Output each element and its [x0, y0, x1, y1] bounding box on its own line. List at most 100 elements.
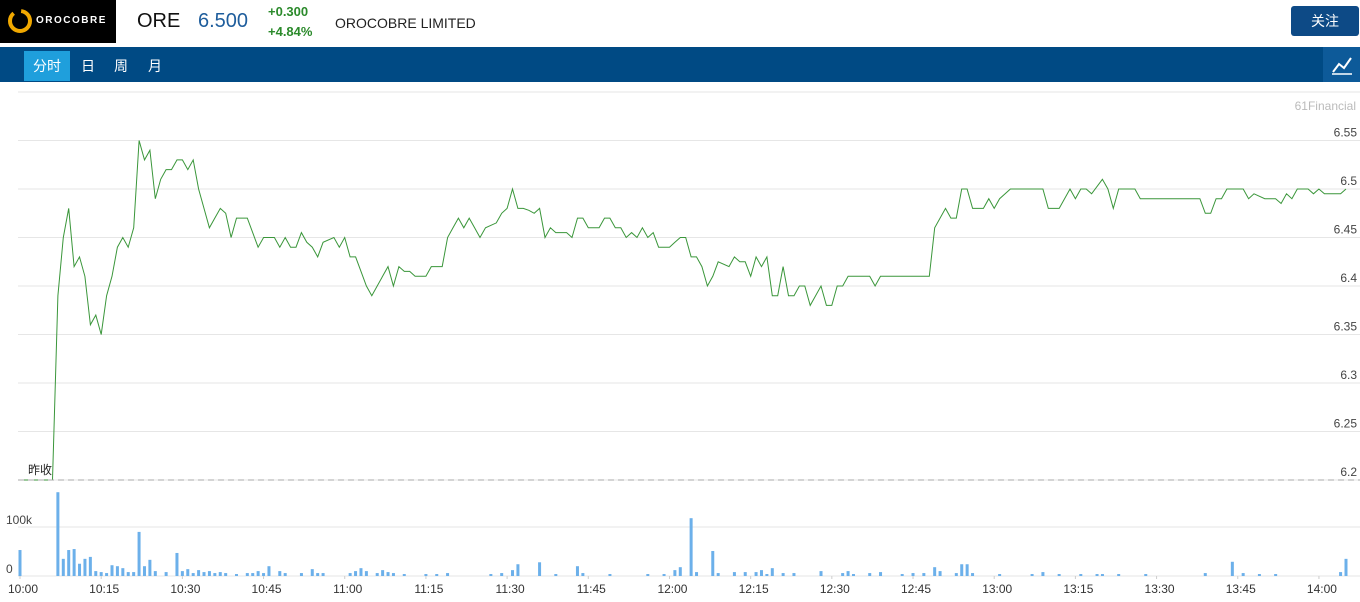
volume-bar — [716, 573, 720, 576]
chart: 61Financial 6.2 6.25 6.3 6.35 6.4 6.45 6.5 6.55… — [6, 91, 1360, 596]
volume-bar — [770, 568, 774, 576]
volume-bar — [489, 574, 493, 576]
volume-bar — [148, 559, 152, 576]
y-tick-label: 6.25 — [1334, 417, 1358, 431]
tab-bar: 分时日 周 月 — [0, 47, 1360, 82]
x-tick-label: 12:15 — [739, 582, 769, 596]
volume-bar — [954, 573, 958, 576]
volume-bar — [88, 556, 92, 576]
volume-bar — [321, 573, 325, 576]
volume-bar — [446, 573, 450, 576]
volume-bar — [846, 571, 850, 576]
x-tick-label: 12:00 — [657, 582, 687, 596]
x-tick-label: 14:00 — [1307, 582, 1337, 596]
volume-bar — [1095, 574, 1099, 576]
y-tick-label: 6.45 — [1334, 223, 1358, 237]
volume-bar — [922, 573, 926, 576]
volume-bar — [646, 574, 650, 576]
volume-bar — [72, 549, 76, 576]
volume-bar — [960, 564, 964, 576]
y-tick-label: 6.3 — [1340, 368, 1357, 382]
volume-bar — [67, 550, 71, 576]
follow-button[interactable]: 关注 — [1291, 6, 1359, 36]
volume-bar — [1117, 574, 1121, 576]
volume-bar — [1057, 574, 1061, 576]
x-tick-label: 11:15 — [414, 582, 443, 596]
volume-bar — [938, 571, 942, 576]
chart-body: 61Financial 6.2 6.25 6.3 6.35 6.4 6.45 6.5 6.55… — [6, 91, 1360, 596]
volume-bar — [851, 574, 855, 576]
x-tick-label: 11:00 — [333, 582, 362, 596]
volume-bar — [180, 571, 184, 576]
volume-bar — [662, 574, 666, 576]
volume-bar — [971, 573, 975, 576]
x-tick-label: 13:45 — [1226, 582, 1256, 596]
volume-bar — [581, 573, 585, 576]
tab[interactable]: 月 — [148, 58, 162, 74]
volume-bar — [402, 574, 406, 576]
tab[interactable]: 日 — [81, 58, 95, 74]
volume-bar — [781, 573, 785, 576]
icon-line — [1332, 57, 1352, 73]
volume-bar — [354, 571, 358, 576]
volume-bar — [137, 531, 141, 576]
volume-bar — [105, 573, 109, 576]
x-tick-label: 10:30 — [170, 582, 200, 596]
y-tick-label: 6.55 — [1334, 126, 1358, 140]
volume-bar — [153, 571, 157, 576]
volume-bar — [1344, 558, 1348, 576]
volume-bar — [1257, 574, 1261, 576]
volume-bar — [998, 574, 1002, 576]
volume-bar — [1274, 574, 1278, 576]
x-tick-label: 13:15 — [1063, 582, 1093, 596]
volume-bar — [386, 572, 390, 576]
volume-bar — [18, 550, 22, 576]
y-tick-label: 6.5 — [1340, 174, 1357, 188]
x-tick-label: 10:15 — [89, 582, 119, 596]
volume-bar — [299, 573, 303, 576]
x-tick-label: 11:30 — [496, 582, 525, 596]
volume-bar — [819, 571, 823, 576]
volume-bar — [99, 572, 103, 576]
volume-bar — [554, 574, 558, 576]
volume-bar — [1100, 574, 1104, 576]
volume-bar — [608, 574, 612, 576]
volume-bar — [110, 565, 114, 576]
price-change: +0.300 — [268, 4, 309, 19]
volume-bar — [911, 573, 915, 576]
volume-bar — [164, 572, 168, 576]
volume-bar — [711, 551, 715, 576]
volume-bar — [94, 571, 98, 576]
ticker: ORE — [137, 10, 181, 32]
volume-bar — [511, 570, 515, 576]
tab[interactable]: 周 — [114, 58, 128, 74]
chart-icon — [1332, 57, 1352, 75]
tab[interactable]: 分时 — [24, 51, 70, 81]
volume-bar — [673, 570, 677, 576]
chart-icon-button[interactable] — [1323, 47, 1360, 82]
price-line — [20, 140, 1347, 481]
volume-bar — [56, 492, 60, 576]
volume-bar — [1030, 574, 1034, 576]
volume-bar — [234, 574, 238, 576]
x-tick-label: 13:30 — [1145, 582, 1175, 596]
volume-bar — [1144, 574, 1148, 576]
volume-bar — [224, 573, 228, 576]
volume-bar — [435, 574, 439, 576]
volume-bar — [310, 569, 314, 576]
volume-bar — [375, 573, 379, 576]
volume-bar — [78, 563, 82, 576]
y-tick-label: 6.4 — [1340, 271, 1357, 285]
watermark: 61Financial — [1295, 99, 1356, 113]
volume-bar — [213, 573, 217, 576]
logo-text: OROCOBRE — [36, 15, 107, 26]
volume-bar — [1339, 572, 1343, 576]
volume-bar — [900, 574, 904, 576]
volume-bar — [754, 572, 758, 576]
volume-bar — [765, 574, 769, 576]
y-tick-label: 6.2 — [1340, 465, 1357, 479]
volume-bar — [283, 573, 287, 576]
volume-bar — [1203, 573, 1207, 576]
volume-bar — [1230, 561, 1234, 576]
